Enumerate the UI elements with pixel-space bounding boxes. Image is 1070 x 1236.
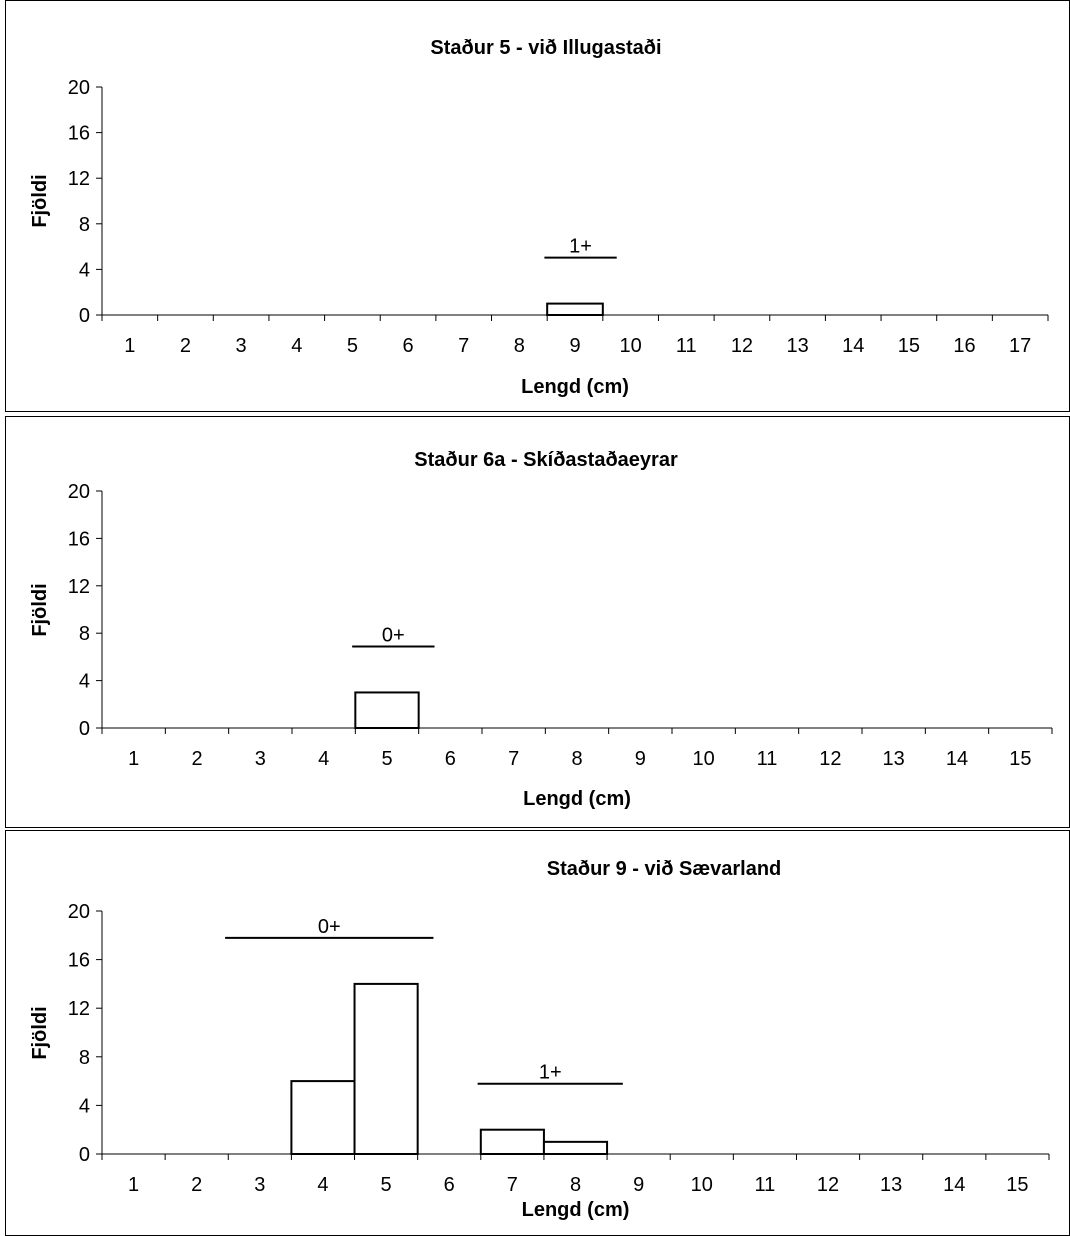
x-tick-label: 16 (953, 335, 975, 357)
x-tick-label: 3 (254, 1174, 265, 1196)
x-tick-label: 2 (191, 1174, 202, 1196)
x-tick-label: 7 (508, 748, 519, 770)
y-axis-label: Fjöldi (29, 1006, 51, 1059)
y-tick-label: 12 (68, 168, 90, 190)
x-tick-label: 1 (128, 748, 139, 770)
x-tick-label: 7 (507, 1174, 518, 1196)
y-tick-label: 12 (68, 998, 90, 1020)
y-tick-label: 4 (79, 1095, 90, 1117)
y-tick-label: 20 (68, 901, 90, 923)
x-tick-label: 11 (755, 1174, 776, 1196)
y-tick-label: 20 (68, 77, 90, 99)
x-tick-label: 10 (620, 335, 642, 357)
x-tick-label: 9 (633, 1174, 644, 1196)
chart-title: Staður 9 - við Sævarland (547, 858, 782, 880)
x-tick-label: 4 (291, 335, 302, 357)
x-tick-label: 12 (731, 335, 753, 357)
x-tick-label: 5 (381, 748, 392, 770)
bar (353, 982, 419, 1155)
x-tick-label: 15 (898, 335, 920, 357)
x-tick-label: 10 (691, 1174, 713, 1196)
x-tick-label: 12 (817, 1174, 839, 1196)
x-tick-label: 10 (693, 748, 715, 770)
y-axis-label: Fjöldi (29, 583, 51, 636)
x-tick-label: 6 (402, 335, 413, 357)
y-tick-label: 16 (68, 950, 90, 972)
y-tick-label: 12 (68, 576, 90, 598)
x-tick-label: 9 (569, 335, 580, 357)
age-group-label: 1+ (539, 1062, 562, 1084)
x-tick-label: 12 (819, 748, 841, 770)
x-tick-label: 2 (191, 748, 202, 770)
x-tick-label: 11 (676, 335, 697, 357)
x-tick-label: 13 (786, 335, 808, 357)
bar (354, 691, 420, 730)
y-tick-label: 0 (79, 1144, 90, 1166)
x-axis-label: Lengd (cm) (521, 376, 629, 398)
x-tick-label: 17 (1009, 335, 1031, 357)
bar (546, 302, 604, 317)
x-tick-label: 1 (128, 1174, 139, 1196)
y-tick-label: 0 (79, 718, 90, 740)
bar (290, 1080, 356, 1156)
chart-panel-stadur-5: Staður 5 - við Illugastaði 0 4 8 12 16 20 1 2 3 4 5… (5, 0, 1070, 412)
x-tick-label: 8 (514, 335, 525, 357)
x-axis-label: Lengd (cm) (523, 788, 631, 810)
age-group-label: 1+ (569, 236, 592, 258)
y-tick-label: 16 (68, 123, 90, 145)
x-tick-label: 6 (445, 748, 456, 770)
chart-title: Staður 5 - við Illugastaði (430, 37, 661, 59)
x-tick-label: 6 (444, 1174, 455, 1196)
x-tick-label: 7 (458, 335, 469, 357)
x-tick-label: 8 (571, 748, 582, 770)
y-tick-label: 20 (68, 481, 90, 503)
x-tick-label: 2 (180, 335, 191, 357)
y-tick-label: 8 (79, 623, 90, 645)
y-axis-label: Fjöldi (29, 174, 51, 227)
x-axis-label: Lengd (cm) (522, 1199, 630, 1221)
x-tick-label: 4 (317, 1174, 328, 1196)
x-tick-label: 14 (842, 335, 864, 357)
y-tick-label: 4 (79, 259, 90, 281)
chart-panel-stadur-6a: Staður 6a - Skíðastaðaeyrar 0 4 8 12 16 20 1 2 3 4… (5, 416, 1070, 828)
x-tick-label: 13 (883, 748, 905, 770)
y-tick-label: 8 (79, 1047, 90, 1069)
y-tick-label: 16 (68, 528, 90, 550)
x-tick-label: 14 (946, 748, 968, 770)
chart-panel-stadur-9: Staður 9 - við Sævarland 0 4 8 12 16 20 1 2 3 4 5 6 7… (5, 830, 1070, 1236)
x-tick-label: 3 (236, 335, 247, 357)
x-tick-label: 5 (347, 335, 358, 357)
bar (479, 1128, 545, 1156)
x-tick-label: 11 (757, 748, 778, 770)
x-tick-label: 15 (1006, 1174, 1028, 1196)
age-group-label: 0+ (382, 624, 405, 646)
x-tick-label: 15 (1009, 748, 1031, 770)
x-tick-label: 14 (943, 1174, 965, 1196)
x-tick-label: 4 (318, 748, 329, 770)
x-tick-label: 5 (381, 1174, 392, 1196)
y-tick-label: 8 (79, 214, 90, 236)
age-group-label: 0+ (318, 916, 341, 938)
bar (542, 1140, 609, 1156)
x-tick-label: 1 (124, 335, 135, 357)
y-tick-label: 0 (79, 305, 90, 327)
y-tick-label: 4 (79, 671, 90, 693)
chart-title: Staður 6a - Skíðastaðaeyrar (414, 449, 678, 471)
x-tick-label: 3 (255, 748, 266, 770)
x-tick-label: 13 (880, 1174, 902, 1196)
x-tick-label: 9 (635, 748, 646, 770)
x-tick-label: 8 (570, 1174, 581, 1196)
